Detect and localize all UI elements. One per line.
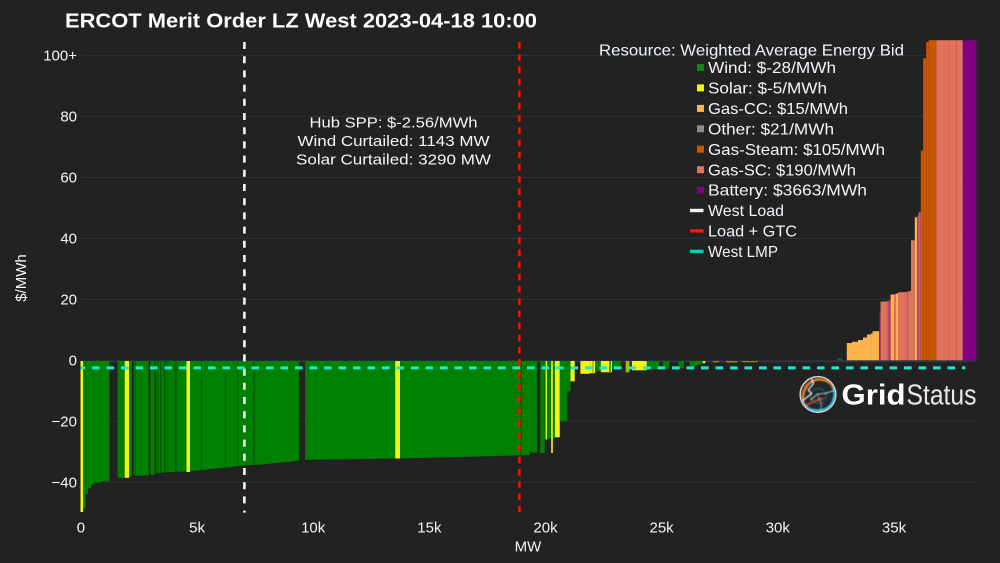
svg-text:Gas-Steam: $105/MWh: Gas-Steam: $105/MWh: [708, 142, 885, 159]
svg-text:35k: 35k: [882, 520, 907, 537]
svg-text:25k: 25k: [650, 520, 675, 537]
svg-text:Hub SPP: $-2.56/MWh: Hub SPP: $-2.56/MWh: [310, 114, 478, 131]
svg-text:10k: 10k: [301, 520, 326, 537]
svg-text:30k: 30k: [766, 520, 791, 537]
svg-text:15k: 15k: [417, 520, 442, 537]
svg-text:Gas-CC: $15/MWh: Gas-CC: $15/MWh: [708, 101, 848, 118]
svg-text:0: 0: [69, 353, 77, 370]
svg-text:80: 80: [60, 109, 77, 126]
svg-text:Wind Curtailed: 1143 MW: Wind Curtailed: 1143 MW: [298, 133, 491, 150]
svg-text:ERCOT Merit Order LZ West 2023: ERCOT Merit Order LZ West 2023-04-18 10:…: [65, 11, 537, 33]
svg-text:0: 0: [77, 520, 85, 537]
svg-text:Battery: $3663/MWh: Battery: $3663/MWh: [708, 183, 867, 200]
svg-text:West Load: West Load: [708, 203, 784, 220]
svg-text:20k: 20k: [533, 520, 558, 537]
svg-text:60: 60: [60, 170, 77, 187]
svg-text:Solar: $-5/MWh: Solar: $-5/MWh: [708, 81, 827, 98]
svg-text:Solar Curtailed: 3290 MW: Solar Curtailed: 3290 MW: [296, 152, 492, 169]
svg-text:40: 40: [60, 231, 77, 248]
svg-text:−40: −40: [52, 475, 77, 492]
svg-text:20: 20: [60, 292, 77, 309]
svg-text:100+: 100+: [43, 48, 77, 65]
svg-text:Wind: $-28/MWh: Wind: $-28/MWh: [708, 60, 836, 77]
svg-text:Grid: Grid: [842, 380, 906, 412]
svg-text:MW: MW: [515, 539, 542, 556]
svg-text:Other: $21/MWh: Other: $21/MWh: [708, 121, 834, 138]
svg-text:Status: Status: [907, 380, 977, 412]
svg-text:West LMP: West LMP: [708, 244, 778, 261]
svg-text:5k: 5k: [189, 520, 205, 537]
svg-text:$/MWh: $/MWh: [13, 254, 30, 302]
svg-text:Gas-SC: $190/MWh: Gas-SC: $190/MWh: [708, 162, 856, 179]
svg-text:Load + GTC: Load + GTC: [708, 224, 797, 241]
svg-text:−20: −20: [52, 414, 77, 431]
svg-text:Resource: Weighted Average Ene: Resource: Weighted Average Energy Bid: [599, 43, 904, 60]
